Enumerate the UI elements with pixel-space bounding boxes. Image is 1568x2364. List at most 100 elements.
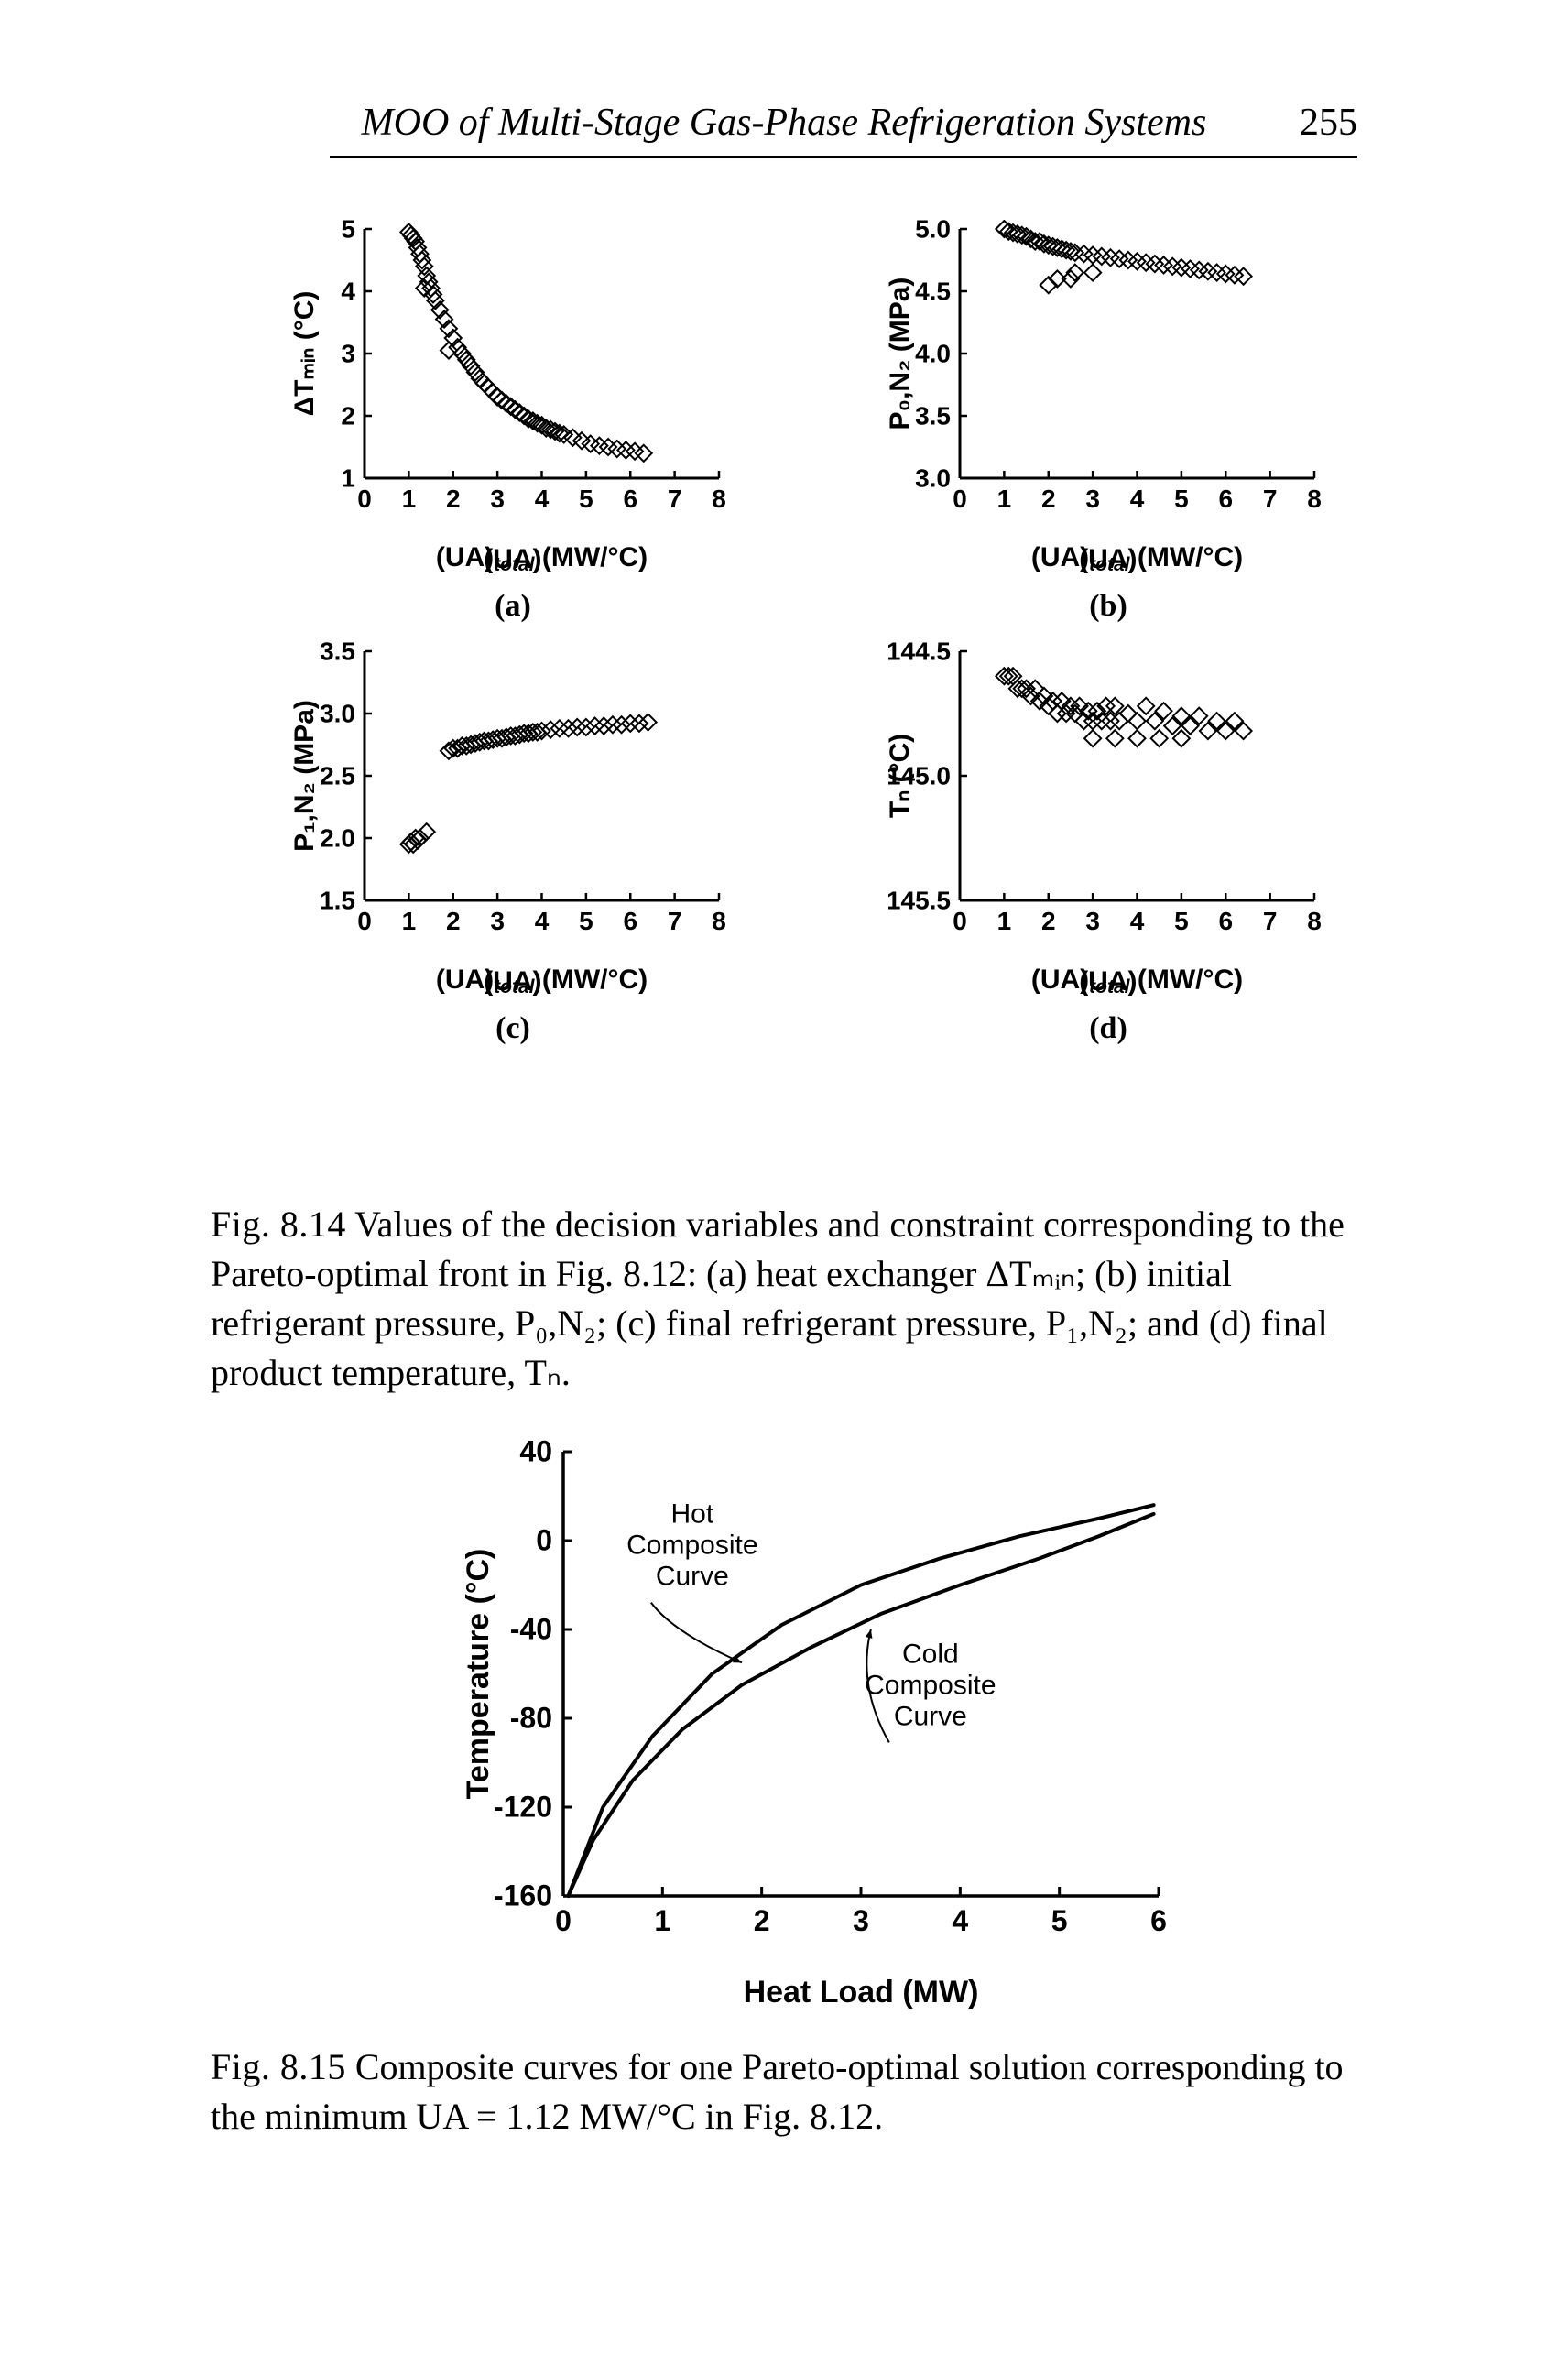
fig-8-14-caption-lead: Fig. 8.14 (211, 1204, 346, 1245)
svg-text:-40: -40 (510, 1613, 552, 1646)
svg-text:0: 0 (536, 1524, 552, 1557)
svg-text:2.0: 2.0 (320, 823, 355, 852)
svg-text:Composite: Composite (626, 1531, 757, 1561)
panel-a-wrap: 01234567812345(UA)(UA)total (MW/°C)ΔTₘᵢₙ… (293, 220, 733, 624)
svg-text:3: 3 (341, 339, 355, 367)
svg-text:4.5: 4.5 (915, 277, 951, 305)
svg-text:P₁,N₂ (MPa): P₁,N₂ (MPa) (293, 700, 320, 852)
svg-text:2: 2 (1041, 485, 1056, 513)
fig-8-15-wrap: 0123456-160-120-80-40040Heat Load (MW)Te… (463, 1438, 1177, 2020)
svg-text:7: 7 (668, 907, 682, 935)
svg-text:1: 1 (402, 907, 417, 935)
svg-text:5: 5 (1174, 485, 1189, 513)
svg-text:6: 6 (623, 485, 637, 513)
panel-c-wrap: 0123456781.52.02.53.03.5(UA)(UA)total (M… (293, 642, 733, 1046)
svg-text:3: 3 (853, 1904, 869, 1937)
svg-text:-145.5: -145.5 (888, 886, 951, 914)
svg-text:6: 6 (1150, 1904, 1167, 1937)
svg-text:2: 2 (754, 1904, 770, 1937)
svg-text:5: 5 (1174, 907, 1189, 935)
svg-text:1: 1 (402, 485, 417, 513)
svg-text:-120: -120 (494, 1791, 552, 1824)
page: MOO of Multi-Stage Gas-Phase Refrigerati… (0, 0, 1568, 2364)
svg-text:ΔTₘᵢₙ (°C): ΔTₘᵢₙ (°C) (293, 291, 320, 417)
svg-text:4: 4 (341, 277, 355, 305)
fig-8-15-caption-lead: Fig. 8.15 (211, 2046, 346, 2087)
svg-text:(UA)total (MW/°C): (UA)total (MW/°C) (1031, 964, 1243, 997)
svg-text:40: 40 (519, 1438, 552, 1468)
svg-text:1: 1 (341, 463, 355, 492)
svg-text:2: 2 (1041, 907, 1056, 935)
svg-text:7: 7 (668, 485, 682, 513)
panel-d-label: (d) (888, 1011, 1328, 1046)
panel-b-wrap: 0123456783.03.54.04.55.0(UA)(UA)total (M… (888, 220, 1328, 624)
svg-text:0: 0 (953, 907, 967, 935)
svg-text:0: 0 (357, 907, 372, 935)
svg-text:(UA)total (MW/°C): (UA)total (MW/°C) (436, 542, 648, 575)
svg-text:0: 0 (357, 485, 372, 513)
panel-b-label: (b) (888, 589, 1328, 624)
svg-text:3.5: 3.5 (915, 401, 951, 430)
svg-text:(UA)total (MW/°C): (UA)total (MW/°C) (436, 964, 648, 997)
svg-text:3.0: 3.0 (915, 463, 951, 492)
svg-text:3.5: 3.5 (320, 642, 355, 665)
panel-a-chart: 01234567812345(UA)(UA)total (MW/°C)ΔTₘᵢₙ… (293, 220, 733, 577)
panel-a-label: (a) (293, 589, 733, 624)
panel-d-wrap: 012345678-145.5-145.0-144.5(UA)(UA)total… (888, 642, 1328, 1046)
svg-text:P₀,N₂ (MPa): P₀,N₂ (MPa) (888, 278, 915, 430)
fig-8-14-caption-body: Values of the decision variables and con… (211, 1204, 1345, 1393)
svg-text:5.0: 5.0 (915, 220, 951, 243)
svg-text:Hot: Hot (670, 1499, 713, 1530)
page-number: 255 (1300, 101, 1357, 145)
svg-text:Composite: Composite (865, 1670, 996, 1700)
svg-text:3.0: 3.0 (320, 699, 355, 727)
svg-text:4: 4 (952, 1904, 968, 1937)
svg-text:4: 4 (535, 485, 550, 513)
header-rule (330, 156, 1357, 158)
svg-text:5: 5 (341, 220, 355, 243)
svg-text:8: 8 (712, 907, 726, 935)
svg-text:8: 8 (712, 485, 726, 513)
svg-text:3: 3 (1085, 485, 1100, 513)
svg-text:1: 1 (654, 1904, 670, 1937)
fig-8-14-caption: Fig. 8.14 Values of the decision variabl… (211, 1200, 1357, 1398)
svg-text:Curve: Curve (894, 1701, 967, 1731)
svg-text:3: 3 (490, 907, 505, 935)
svg-text:1.5: 1.5 (320, 886, 355, 914)
panel-d-chart: 012345678-145.5-145.0-144.5(UA)(UA)total… (888, 642, 1328, 999)
svg-text:5: 5 (579, 907, 593, 935)
svg-text:1: 1 (997, 485, 1012, 513)
panel-c-label: (c) (293, 1011, 733, 1046)
svg-text:6: 6 (1218, 485, 1233, 513)
svg-text:6: 6 (623, 907, 637, 935)
panel-b-chart: 0123456783.03.54.04.55.0(UA)(UA)total (M… (888, 220, 1328, 577)
svg-text:0: 0 (953, 485, 967, 513)
svg-text:2: 2 (446, 907, 461, 935)
svg-text:6: 6 (1218, 907, 1233, 935)
svg-text:-160: -160 (494, 1879, 552, 1912)
svg-text:2: 2 (341, 401, 355, 430)
svg-text:-144.5: -144.5 (888, 642, 951, 665)
svg-text:Heat Load (MW): Heat Load (MW) (744, 1975, 979, 2010)
svg-text:4: 4 (1130, 907, 1145, 935)
svg-text:7: 7 (1263, 907, 1278, 935)
svg-text:(UA)total (MW/°C): (UA)total (MW/°C) (1031, 542, 1243, 575)
svg-text:2.5: 2.5 (320, 761, 355, 790)
fig-8-15-caption: Fig. 8.15 Composite curves for one Paret… (211, 2043, 1357, 2141)
svg-text:5: 5 (1051, 1904, 1068, 1937)
svg-text:8: 8 (1307, 907, 1322, 935)
svg-text:8: 8 (1307, 485, 1322, 513)
svg-text:Curve: Curve (656, 1562, 729, 1592)
fig-8-14-grid: 01234567812345(UA)(UA)total (MW/°C)ΔTₘᵢₙ… (293, 220, 1328, 1064)
svg-text:3: 3 (1085, 907, 1100, 935)
svg-text:4: 4 (535, 907, 550, 935)
fig-8-15-chart: 0123456-160-120-80-40040Heat Load (MW)Te… (463, 1438, 1177, 2015)
svg-text:2: 2 (446, 485, 461, 513)
svg-text:0: 0 (555, 1904, 572, 1937)
fig-8-15-caption-body: Composite curves for one Pareto-optimal … (211, 2046, 1344, 2137)
svg-text:Tₙ (°C): Tₙ (°C) (888, 734, 915, 818)
svg-text:Temperature (°C): Temperature (°C) (463, 1549, 495, 1800)
svg-text:7: 7 (1263, 485, 1278, 513)
svg-text:4.0: 4.0 (915, 339, 951, 367)
panel-c-chart: 0123456781.52.02.53.03.5(UA)(UA)total (M… (293, 642, 733, 999)
